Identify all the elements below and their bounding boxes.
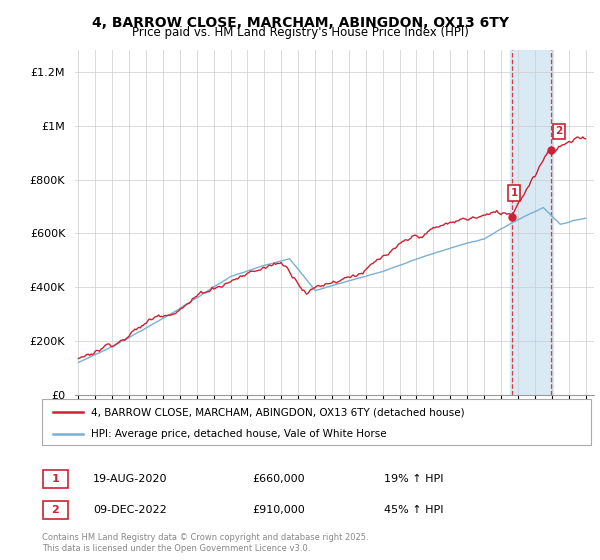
FancyBboxPatch shape [43, 470, 68, 488]
Text: 19-AUG-2020: 19-AUG-2020 [93, 474, 167, 484]
Text: 19% ↑ HPI: 19% ↑ HPI [384, 474, 443, 484]
Text: 1: 1 [52, 474, 59, 484]
Text: 1: 1 [511, 188, 518, 198]
Text: £660,000: £660,000 [252, 474, 305, 484]
Bar [511, 50, 553, 395]
Text: 2: 2 [52, 505, 59, 515]
Text: 4, BARROW CLOSE, MARCHAM, ABINGDON, OX13 6TY: 4, BARROW CLOSE, MARCHAM, ABINGDON, OX13… [91, 16, 509, 30]
Text: £910,000: £910,000 [252, 505, 305, 515]
Text: 45% ↑ HPI: 45% ↑ HPI [384, 505, 443, 515]
Text: Price paid vs. HM Land Registry's House Price Index (HPI): Price paid vs. HM Land Registry's House … [131, 26, 469, 39]
FancyBboxPatch shape [43, 501, 68, 519]
Text: HPI: Average price, detached house, Vale of White Horse: HPI: Average price, detached house, Vale… [91, 429, 387, 438]
Text: Contains HM Land Registry data © Crown copyright and database right 2025.
This d: Contains HM Land Registry data © Crown c… [42, 533, 368, 553]
Text: 09-DEC-2022: 09-DEC-2022 [93, 505, 167, 515]
Text: 2: 2 [556, 126, 563, 136]
Text: 4, BARROW CLOSE, MARCHAM, ABINGDON, OX13 6TY (detached house): 4, BARROW CLOSE, MARCHAM, ABINGDON, OX13… [91, 407, 465, 417]
